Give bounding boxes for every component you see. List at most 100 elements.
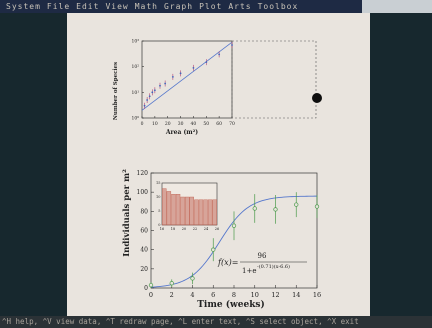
- chart1-xtick-label: 10: [152, 121, 158, 127]
- chart2-xlabel: Time (weeks): [197, 299, 265, 310]
- inset-bar: [180, 196, 185, 226]
- inset-bar: [171, 194, 176, 226]
- chart2-point: [211, 247, 216, 252]
- inset-bar: [175, 194, 181, 226]
- chart1-point: [164, 82, 167, 85]
- chart1-xtick-label: 70: [229, 121, 235, 127]
- equation-exponent: -(0.71)(x-6.6): [257, 263, 290, 270]
- scroll-knob[interactable]: [312, 93, 322, 103]
- inset-ytick-label: 10: [156, 195, 160, 199]
- chart1-point: [179, 72, 182, 75]
- chart1-point: [148, 95, 151, 98]
- inset-bar: [207, 199, 213, 226]
- chart2-xtick-label: 6: [211, 291, 215, 299]
- menu-arts[interactable]: Arts: [228, 2, 252, 11]
- inset-xtick-label: 24: [204, 227, 209, 231]
- inset-bar: [166, 191, 172, 226]
- chart1-xtick-label: 40: [191, 121, 197, 127]
- inset-bar: [189, 196, 194, 226]
- chart1-point: [159, 84, 161, 87]
- chart1-ytick-label: 10¹: [131, 90, 139, 96]
- inset-bar: [185, 196, 190, 226]
- inset-bar: [212, 199, 217, 226]
- chart2-xtick-label: 14: [292, 291, 300, 299]
- chart1-xtick-label: 0: [141, 121, 144, 127]
- chart1-point: [153, 89, 156, 92]
- chart2-point: [190, 276, 195, 281]
- chart1-point: [171, 75, 174, 78]
- menu-view[interactable]: View: [105, 2, 129, 11]
- inset-ytick-label: 0: [158, 223, 160, 227]
- chart2-ytick-label: 120: [137, 170, 149, 177]
- chart2-point: [169, 281, 174, 286]
- status-text: ^H help, ^V view data, ^T redraw page, ^…: [2, 317, 359, 326]
- desktop-strip: [362, 0, 432, 13]
- menu-plot[interactable]: Plot: [199, 2, 223, 11]
- inset-xtick-label: 22: [193, 227, 197, 231]
- menu-edit[interactable]: Edit: [76, 2, 100, 11]
- inset-bar: [194, 199, 199, 226]
- chart1-ytick-label: 10³: [131, 39, 139, 45]
- inset-bar: [162, 188, 167, 226]
- chart1-xtick-label: 50: [203, 121, 209, 127]
- inset-bar: [203, 199, 208, 226]
- inset-ytick-label: 5: [158, 209, 160, 213]
- chart1-point: [218, 53, 221, 56]
- inset-bar: [198, 199, 204, 226]
- chart2-ytick-label: 80: [140, 208, 148, 215]
- chart1-point: [146, 99, 149, 101]
- chart1-ytick-label: 10²: [131, 64, 139, 70]
- chart1-point: [231, 44, 233, 46]
- equation-denominator: 1+e: [242, 267, 256, 275]
- equation-lhs: f(x)=: [217, 258, 238, 267]
- chart1-xlabel: Area (m²): [165, 129, 198, 136]
- chart2-point: [294, 202, 299, 207]
- chart1-point: [192, 66, 195, 69]
- chart2-xtick-label: 8: [232, 291, 236, 299]
- equation: f(x)= 96 1+e -(0.71)(x-6.6): [217, 252, 307, 275]
- chart2-xtick-label: 4: [190, 291, 194, 299]
- chart2-ylabel: Individuals per m²: [122, 169, 132, 257]
- chart2-ytick-label: 40: [140, 247, 148, 254]
- chart2-xtick-label: 10: [251, 291, 259, 299]
- menu-system[interactable]: System: [6, 2, 41, 11]
- menu-graph[interactable]: Graph: [163, 2, 194, 11]
- status-bar: ^H help, ^V view data, ^T redraw page, ^…: [0, 316, 432, 328]
- chart1-xtick-label: 60: [216, 121, 222, 127]
- chart2-xtick-label: 2: [170, 291, 174, 299]
- chart2-point: [314, 204, 320, 209]
- chart2-ytick-label: 20: [140, 266, 148, 273]
- inset-xtick-label: 18: [171, 227, 175, 231]
- chart2-ytick-label: 0: [144, 285, 148, 292]
- chart1-point: [151, 91, 154, 94]
- inset-xtick-label: 26: [215, 227, 219, 231]
- chart1-dashed-box: [231, 40, 317, 119]
- inset-frame: [161, 182, 218, 226]
- menu-file[interactable]: File: [46, 2, 71, 11]
- chart1-xtick-label: 20: [165, 121, 171, 127]
- chart2-ytick-label: 100: [137, 189, 149, 196]
- species-area-chart: 0 10 20 30 40 50 60 70 10⁰ 10¹ 10² 10³ Area (m²) Nu…: [113, 39, 317, 136]
- chart2-point: [148, 282, 154, 288]
- menu-bar: System File Edit View Math Graph Plot Ar…: [0, 0, 432, 13]
- chart1-point: [205, 61, 208, 64]
- chart2-xtick-label: 12: [271, 291, 279, 299]
- chart2-point: [273, 207, 278, 212]
- chart2-xtick-label: 0: [149, 291, 153, 299]
- chart1-xtick-label: 30: [178, 121, 184, 127]
- document-page: 0 10 20 30 40 50 60 70 10⁰ 10¹ 10² 10³ Area (m²) Nu…: [67, 13, 370, 316]
- chart1-fit-line: [141, 41, 233, 111]
- chart2-point: [231, 223, 237, 228]
- inset-ytick-label: 15: [156, 181, 160, 185]
- menu-toolbox[interactable]: Toolbox: [257, 2, 299, 11]
- menu-math[interactable]: Math: [134, 2, 158, 11]
- equation-numerator: 96: [258, 252, 267, 260]
- inset-xtick-label: 16: [160, 227, 164, 231]
- chart1-ytick-label: 10⁰: [131, 116, 139, 122]
- chart1-ylabel: Number of Species: [113, 62, 119, 120]
- chart1-point: [143, 104, 146, 107]
- chart1-frame: [141, 40, 233, 119]
- inset-xtick-label: 20: [182, 227, 186, 231]
- chart2-point: [252, 206, 257, 211]
